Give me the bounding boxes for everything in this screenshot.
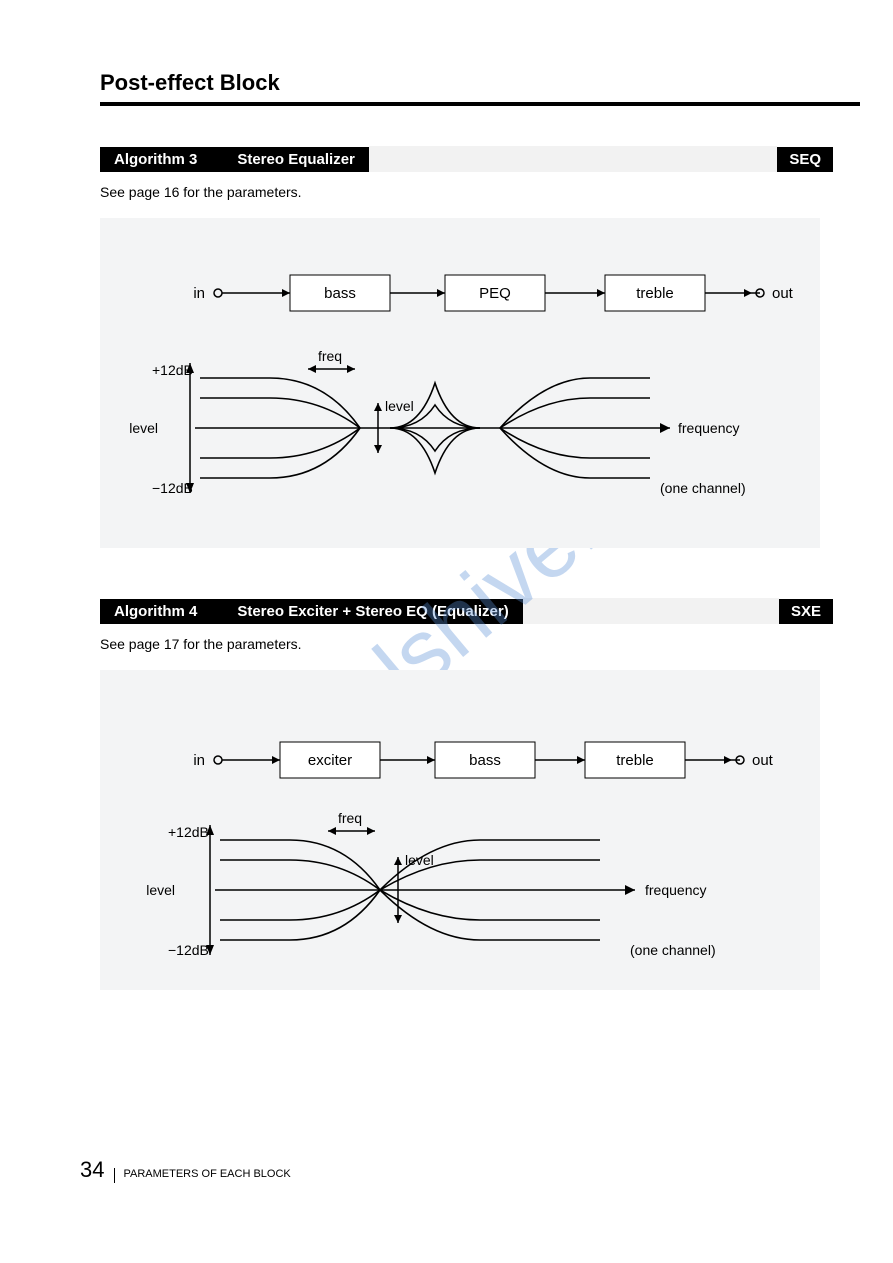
arrowhead-icon [394, 857, 402, 865]
treble-curve [380, 890, 600, 940]
bass-curve [220, 890, 380, 940]
block-treble-label: treble [636, 285, 674, 302]
algo4-header-bar: Algorithm 4 Stereo Exciter + Stereo EQ (… [100, 598, 833, 624]
arrowhead-icon [367, 827, 375, 835]
level-label: level [385, 398, 414, 414]
bass-curve [200, 428, 360, 478]
x-label: frequency [645, 882, 706, 898]
freq-label: freq [318, 348, 342, 364]
in-terminal-icon [214, 756, 222, 764]
y-top-label: +12dB [168, 824, 209, 840]
arrowhead-icon [660, 423, 670, 433]
arrowhead-icon [347, 365, 355, 373]
bass-curve [220, 840, 380, 890]
arrowhead-icon [577, 756, 585, 764]
arrowhead-icon [282, 289, 290, 297]
arrowhead-icon [328, 827, 336, 835]
block-treble-label: treble [616, 752, 654, 769]
algo3-svg: in bass PEQ treble out [100, 218, 820, 548]
algo4-diagram: in exciter bass treble out [100, 670, 820, 990]
section-rule [100, 102, 860, 106]
treble-curve [500, 378, 650, 428]
algo4-num: Algorithm 4 [114, 603, 197, 620]
y-mid-label: level [146, 882, 175, 898]
algo3-header-black: Algorithm 3 Stereo Equalizer [100, 147, 369, 172]
one-channel-note: (one channel) [630, 942, 716, 958]
arrowhead-icon [308, 365, 316, 373]
arrowhead-icon [597, 289, 605, 297]
algo3-num: Algorithm 3 [114, 151, 197, 168]
arrowhead-icon [272, 756, 280, 764]
freq-label: freq [338, 810, 362, 826]
algo3-eq-curves: +12dB level −12dB freq level frequency (… [129, 348, 745, 496]
y-top-label: +12dB [152, 362, 193, 378]
out-label: out [752, 752, 774, 769]
block-peq-label: PEQ [479, 285, 511, 302]
algo3-diagram: in bass PEQ treble out [100, 218, 820, 548]
arrowhead-icon [437, 289, 445, 297]
page-number: 34 [80, 1157, 104, 1183]
algo4-flow: in exciter bass treble out [193, 742, 773, 778]
algo4-seeref: See page 17 for the parameters. [100, 636, 833, 652]
page-footer: 34 PARAMETERS OF EACH BLOCK [80, 1157, 291, 1183]
algo3-flow: in bass PEQ treble out [193, 275, 793, 311]
arrowhead-icon [374, 403, 382, 411]
algo3-seeref: See page 16 for the parameters. [100, 184, 833, 200]
treble-curve [500, 428, 650, 478]
block-exciter-label: exciter [308, 752, 352, 769]
block-bass-label: bass [324, 285, 356, 302]
algo3-code: SEQ [777, 147, 833, 172]
arrowhead-icon [744, 289, 752, 297]
algo3-title: Stereo Equalizer [237, 151, 355, 168]
in-label: in [193, 285, 205, 302]
algo3-header-bar: Algorithm 3 Stereo Equalizer SEQ [100, 146, 833, 172]
y-bot-label: −12dB [168, 942, 209, 958]
in-label: in [193, 752, 205, 769]
arrowhead-icon [394, 915, 402, 923]
algo4-spacer [523, 598, 779, 624]
arrowhead-icon [427, 756, 435, 764]
treble-curve [500, 428, 650, 458]
arrowhead-icon [374, 445, 382, 453]
block-bass-label: bass [469, 752, 501, 769]
algo4-code: SXE [779, 599, 833, 624]
algo4-svg: in exciter bass treble out [100, 670, 820, 990]
algo3-spacer [369, 146, 777, 172]
section-title: Post-effect Block [100, 70, 833, 96]
algo4-eq-curves: +12dB level −12dB freq level frequency (… [146, 810, 715, 958]
bass-curve [200, 378, 360, 428]
arrowhead-icon [625, 885, 635, 895]
algo4-title: Stereo Exciter + Stereo EQ (Equalizer) [237, 603, 508, 620]
footer-label: PARAMETERS OF EACH BLOCK [114, 1168, 290, 1183]
page: manualshive.com Post-effect Block Algori… [0, 0, 893, 1263]
in-terminal-icon [214, 289, 222, 297]
x-label: frequency [678, 420, 739, 436]
algo4-header-black: Algorithm 4 Stereo Exciter + Stereo EQ (… [100, 599, 523, 624]
out-label: out [772, 285, 794, 302]
arrowhead-icon [724, 756, 732, 764]
treble-curve [380, 890, 600, 920]
one-channel-note: (one channel) [660, 480, 746, 496]
y-bot-label: −12dB [152, 480, 193, 496]
y-mid-label: level [129, 420, 158, 436]
treble-curve [500, 398, 650, 428]
